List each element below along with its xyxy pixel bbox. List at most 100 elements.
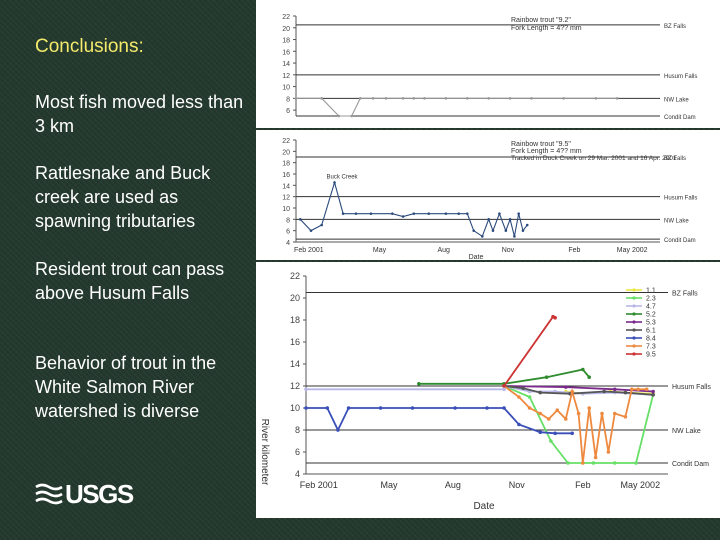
legend-marker bbox=[632, 344, 636, 348]
y-tick-label: 18 bbox=[282, 161, 290, 168]
data-point bbox=[502, 406, 506, 410]
data-point bbox=[587, 375, 592, 379]
x-tick-label: Aug bbox=[438, 247, 451, 254]
x-tick-label: Feb 2001 bbox=[300, 480, 338, 490]
data-point bbox=[538, 411, 543, 416]
reference-label: Husum Falls bbox=[664, 196, 697, 202]
data-point bbox=[320, 97, 323, 100]
data-point bbox=[566, 461, 570, 465]
data-point bbox=[412, 212, 416, 215]
y-tick-label: 16 bbox=[282, 172, 290, 179]
data-point bbox=[644, 387, 649, 392]
data-point bbox=[369, 212, 373, 215]
data-point bbox=[581, 367, 585, 372]
data-point bbox=[651, 389, 655, 394]
chart-background bbox=[256, 130, 720, 260]
chart-note: Tracked in Duck Creek on 29 Mar. 2001 an… bbox=[511, 155, 677, 162]
x-tick-label: Nov bbox=[502, 247, 515, 254]
reference-label: Condit Dam bbox=[664, 238, 696, 244]
text-sidebar: Conclusions: Most fish moved less than 3… bbox=[0, 0, 255, 540]
trout-9-2-chart: 22 20 18 16 14 12 10 8 6 BZ Falls Husum Falls NW La… bbox=[256, 0, 720, 128]
data-point bbox=[606, 450, 611, 454]
data-point bbox=[553, 431, 557, 436]
data-point bbox=[636, 387, 640, 392]
reference-label: BZ Falls bbox=[672, 291, 698, 298]
data-point bbox=[485, 406, 489, 410]
data-point bbox=[563, 385, 568, 389]
data-point bbox=[525, 223, 529, 227]
y-tick-label: 12 bbox=[282, 195, 290, 202]
data-point bbox=[457, 212, 461, 215]
legend-label: 2.3 bbox=[646, 296, 656, 303]
data-point bbox=[527, 406, 532, 410]
data-point bbox=[538, 430, 543, 434]
data-point bbox=[587, 406, 592, 410]
y-tick-label: 20 bbox=[282, 26, 290, 33]
y-tick-label: 8 bbox=[286, 96, 290, 103]
y-tick-label: 6 bbox=[286, 229, 290, 236]
data-point bbox=[320, 223, 323, 227]
data-point bbox=[623, 415, 628, 419]
reference-label: NW Lake bbox=[664, 97, 689, 103]
data-point bbox=[553, 316, 557, 320]
data-point bbox=[600, 411, 604, 416]
data-point bbox=[570, 389, 574, 394]
data-point bbox=[309, 229, 313, 232]
data-point bbox=[538, 390, 543, 395]
data-point bbox=[612, 411, 617, 416]
y-tick-label: 10 bbox=[290, 403, 300, 413]
annotation-label: Buck Creek bbox=[327, 175, 359, 181]
data-point bbox=[304, 387, 308, 392]
data-point bbox=[444, 212, 448, 215]
y-tick-label: 22 bbox=[282, 138, 290, 145]
bullet-1: Most fish moved less than 3 km bbox=[35, 92, 244, 136]
data-point bbox=[444, 97, 448, 100]
data-point bbox=[465, 97, 469, 100]
data-point bbox=[325, 406, 330, 410]
x-tick-label: Aug bbox=[445, 480, 461, 490]
y-tick-label: 10 bbox=[282, 85, 290, 92]
data-point bbox=[581, 461, 585, 465]
y-tick-label: 16 bbox=[282, 49, 290, 56]
data-point bbox=[546, 417, 551, 421]
data-point bbox=[502, 384, 506, 388]
data-point bbox=[576, 411, 581, 416]
data-point bbox=[453, 406, 457, 410]
y-tick-label: 20 bbox=[290, 293, 300, 303]
data-point bbox=[630, 387, 634, 392]
reference-label: BZ Falls bbox=[664, 24, 686, 30]
legend-label: 9.5 bbox=[646, 352, 656, 359]
y-tick-label: 6 bbox=[295, 447, 300, 457]
chart-title: Rainbow trout "9.5" bbox=[511, 141, 571, 148]
data-point bbox=[591, 461, 596, 465]
reference-label: Husum Falls bbox=[672, 384, 711, 391]
y-tick-label: 16 bbox=[290, 337, 300, 347]
usgs-wave-icon bbox=[35, 483, 63, 505]
data-point bbox=[304, 406, 308, 410]
x-tick-label: May bbox=[373, 247, 387, 254]
reference-label: BZ Falls bbox=[664, 156, 686, 162]
trout-9-5-chart: 22 20 18 16 14 12 10 8 6 4 Feb 2001 May Aug Nov Feb May… bbox=[256, 130, 720, 260]
legend-marker bbox=[632, 288, 636, 292]
data-point bbox=[517, 395, 521, 399]
y-tick-label: 14 bbox=[290, 359, 300, 369]
data-point bbox=[337, 114, 341, 118]
legend-marker bbox=[632, 296, 636, 300]
x-tick-label: May 2002 bbox=[621, 480, 661, 490]
data-point bbox=[480, 235, 484, 238]
legend-marker bbox=[632, 336, 636, 340]
river-kilometer-chart: 4 6 8 10 12 14 16 18 20 22 Feb 2001 May Aug Nov Feb May… bbox=[256, 262, 720, 518]
data-point bbox=[346, 406, 351, 410]
y-tick-label: 8 bbox=[295, 425, 300, 435]
data-point bbox=[412, 97, 416, 100]
x-tick-label: May 2002 bbox=[617, 247, 648, 254]
data-point bbox=[562, 97, 565, 100]
data-point bbox=[544, 375, 549, 379]
x-tick-label: Feb bbox=[575, 480, 591, 490]
data-point bbox=[508, 97, 512, 100]
data-point bbox=[378, 406, 383, 410]
reference-label: NW Lake bbox=[664, 218, 689, 224]
x-tick-label: May bbox=[381, 480, 399, 490]
data-point bbox=[521, 386, 525, 390]
data-point bbox=[517, 422, 521, 427]
